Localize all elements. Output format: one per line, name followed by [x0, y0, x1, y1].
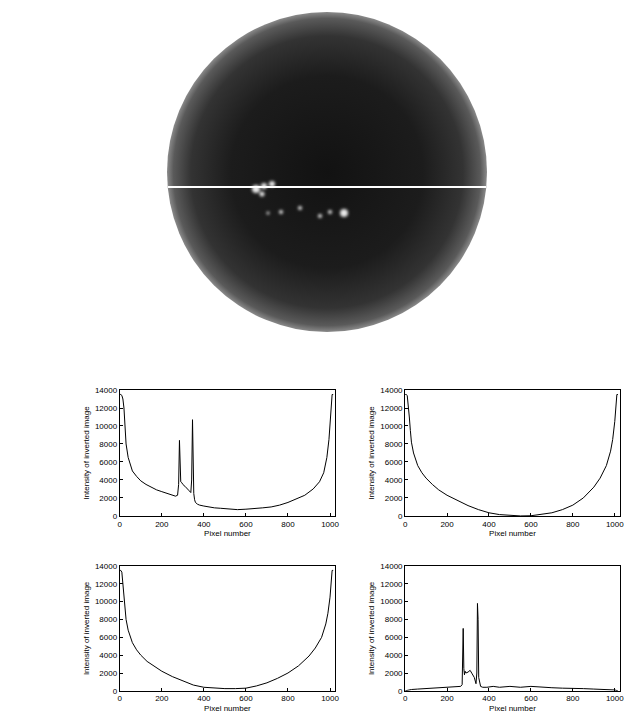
svg-text:0: 0 [118, 520, 123, 529]
svg-text:200: 200 [440, 694, 454, 703]
svg-text:800: 800 [566, 520, 580, 529]
svg-text:4000: 4000 [99, 651, 117, 660]
svg-text:2000: 2000 [99, 669, 117, 678]
svg-text:2000: 2000 [99, 494, 117, 503]
svg-text:600: 600 [524, 694, 538, 703]
svg-text:2000: 2000 [385, 494, 403, 503]
svg-text:8000: 8000 [385, 440, 403, 449]
svg-text:2000: 2000 [385, 669, 403, 678]
svg-text:8000: 8000 [99, 440, 117, 449]
svg-text:1000: 1000 [606, 520, 624, 529]
svg-text:1000: 1000 [321, 694, 339, 703]
svg-text:10000: 10000 [380, 597, 403, 606]
svg-text:12000: 12000 [380, 404, 403, 413]
svg-text:14000: 14000 [95, 562, 118, 571]
svg-text:Pixel number: Pixel number [204, 704, 251, 713]
svg-text:Pixel number: Pixel number [489, 704, 536, 713]
svg-text:600: 600 [524, 520, 538, 529]
svg-text:10000: 10000 [95, 597, 118, 606]
svg-text:6000: 6000 [99, 633, 117, 642]
svg-text:4000: 4000 [385, 651, 403, 660]
svg-text:200: 200 [155, 694, 169, 703]
svg-text:400: 400 [197, 694, 211, 703]
svg-text:800: 800 [566, 694, 580, 703]
svg-text:6000: 6000 [99, 458, 117, 467]
svg-text:10000: 10000 [95, 422, 118, 431]
svg-text:1000: 1000 [606, 694, 624, 703]
svg-text:Pixel number: Pixel number [204, 529, 251, 538]
svg-text:Intensity of inverted image: Intensity of inverted image [367, 406, 376, 500]
svg-text:4000: 4000 [385, 476, 403, 485]
svg-text:600: 600 [239, 694, 253, 703]
svg-text:0: 0 [398, 687, 403, 696]
svg-text:8000: 8000 [385, 615, 403, 624]
svg-text:0: 0 [398, 512, 403, 521]
svg-text:0: 0 [113, 512, 118, 521]
svg-text:800: 800 [281, 520, 295, 529]
svg-text:6000: 6000 [385, 458, 403, 467]
svg-text:Intensity of inverted image: Intensity of inverted image [367, 581, 376, 675]
svg-text:0: 0 [403, 520, 408, 529]
svg-text:600: 600 [239, 520, 253, 529]
svg-text:12000: 12000 [95, 404, 118, 413]
svg-text:14000: 14000 [380, 386, 403, 395]
svg-text:800: 800 [281, 694, 295, 703]
svg-text:12000: 12000 [380, 580, 403, 589]
svg-text:1000: 1000 [321, 520, 339, 529]
svg-text:200: 200 [155, 520, 169, 529]
svg-text:12000: 12000 [95, 580, 118, 589]
svg-text:4000: 4000 [99, 476, 117, 485]
svg-text:400: 400 [197, 520, 211, 529]
svg-text:0: 0 [118, 694, 123, 703]
svg-text:0: 0 [403, 694, 408, 703]
svg-text:14000: 14000 [95, 386, 118, 395]
svg-text:8000: 8000 [99, 615, 117, 624]
svg-text:14000: 14000 [380, 562, 403, 571]
svg-text:200: 200 [440, 520, 454, 529]
svg-text:Intensity of inverted image: Intensity of inverted image [82, 406, 91, 500]
svg-text:400: 400 [482, 694, 496, 703]
svg-text:10000: 10000 [380, 422, 403, 431]
svg-text:6000: 6000 [385, 633, 403, 642]
svg-text:Pixel number: Pixel number [489, 529, 536, 538]
svg-text:Intensity of inverted image: Intensity of inverted image [82, 581, 91, 675]
svg-text:0: 0 [113, 687, 118, 696]
svg-text:400: 400 [482, 520, 496, 529]
